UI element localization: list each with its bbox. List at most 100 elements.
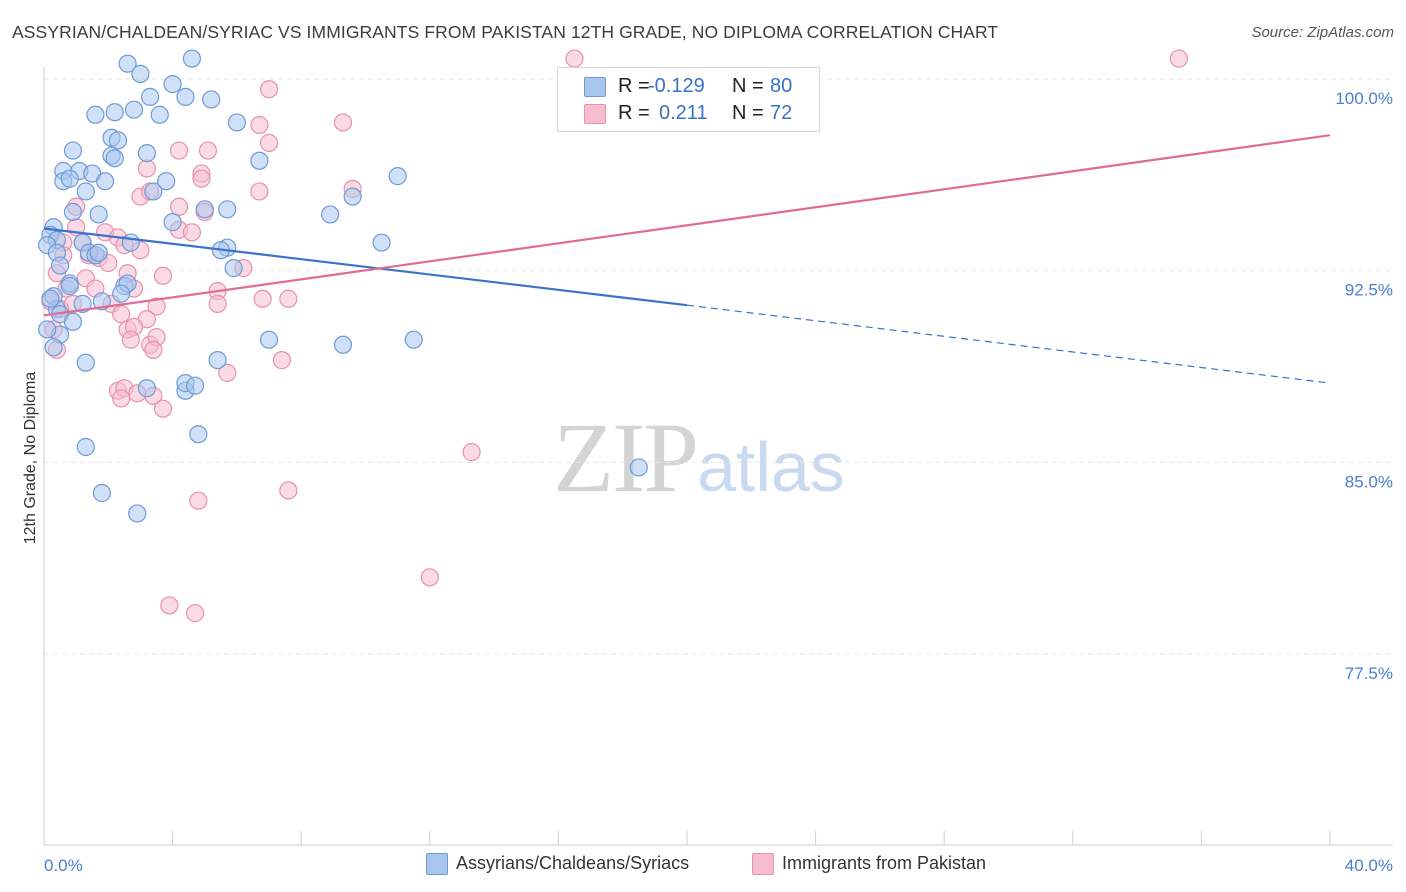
y-tick-label: 77.5% bbox=[1345, 664, 1393, 683]
y-tick-label: 100.0% bbox=[1335, 89, 1393, 108]
point-assyrian bbox=[131, 64, 150, 83]
point-assyrian bbox=[259, 330, 279, 349]
point-assyrian bbox=[63, 312, 83, 331]
point-assyrian bbox=[208, 351, 227, 370]
point-assyrian bbox=[124, 100, 144, 119]
point-assyrian bbox=[195, 200, 214, 219]
point-assyrian bbox=[189, 425, 208, 444]
point-assyrian bbox=[157, 172, 176, 191]
point-pakistan bbox=[192, 169, 211, 188]
point-assyrian bbox=[60, 276, 79, 296]
point-assyrian bbox=[108, 131, 128, 150]
point-assyrian bbox=[137, 144, 156, 163]
point-assyrian bbox=[63, 141, 83, 160]
legend-r-label: R = bbox=[618, 75, 650, 97]
point-pakistan bbox=[144, 340, 163, 359]
point-pakistan bbox=[250, 182, 269, 201]
point-assyrian bbox=[404, 330, 423, 349]
point-assyrian bbox=[41, 289, 60, 308]
legend-n-label: N = bbox=[732, 102, 764, 124]
point-assyrian bbox=[182, 49, 201, 68]
point-pakistan bbox=[333, 113, 353, 132]
point-assyrian bbox=[144, 182, 163, 201]
x-tick-label: 0.0% bbox=[44, 856, 83, 875]
legend-r-value: -0.129 bbox=[648, 75, 705, 97]
point-pakistan bbox=[137, 159, 156, 178]
point-assyrian bbox=[76, 353, 95, 372]
bottom-legend-swatch-series1 bbox=[426, 853, 448, 875]
trend-line-assyrian bbox=[43, 227, 688, 307]
point-assyrian bbox=[89, 205, 108, 224]
point-assyrian bbox=[176, 87, 195, 106]
point-assyrian bbox=[140, 87, 160, 106]
point-assyrian bbox=[321, 205, 340, 224]
point-assyrian bbox=[76, 182, 95, 201]
point-assyrian bbox=[38, 320, 57, 339]
bottom-legend-swatch-series2 bbox=[752, 853, 774, 875]
point-assyrian bbox=[86, 105, 105, 124]
watermark-atlas: atlas bbox=[697, 428, 845, 506]
point-pakistan bbox=[121, 330, 140, 349]
point-assyrian bbox=[60, 169, 79, 188]
point-pakistan bbox=[250, 115, 269, 135]
point-pakistan bbox=[112, 305, 131, 324]
point-pakistan bbox=[279, 481, 298, 500]
point-assyrian bbox=[372, 233, 391, 252]
legend-n-value: 72 bbox=[770, 102, 793, 124]
point-assyrian bbox=[76, 437, 95, 457]
point-assyrian bbox=[128, 504, 147, 523]
point-assyrian bbox=[105, 149, 124, 168]
point-assyrian bbox=[343, 187, 362, 206]
y-axis-label: 12th Grade, No Diploma bbox=[22, 372, 39, 545]
point-assyrian bbox=[629, 458, 648, 477]
point-pakistan bbox=[218, 363, 237, 382]
legend-n-label: N = bbox=[732, 75, 764, 97]
chart-title: ASSYRIAN/CHALDEAN/SYRIAC VS IMMIGRANTS F… bbox=[12, 22, 999, 42]
point-assyrian bbox=[89, 243, 108, 262]
point-pakistan bbox=[182, 223, 201, 242]
point-assyrian bbox=[250, 151, 269, 170]
point-assyrian bbox=[105, 103, 124, 122]
point-pakistan bbox=[259, 133, 279, 152]
axes bbox=[43, 67, 1393, 846]
bottom-legend-label-series1: Assyrians/Chaldeans/Syriacs bbox=[456, 853, 690, 873]
point-assyrian bbox=[73, 294, 92, 313]
x-tick-label: 40.0% bbox=[1345, 856, 1393, 875]
point-assyrian bbox=[112, 284, 131, 303]
point-pakistan bbox=[112, 389, 131, 408]
point-assyrian bbox=[218, 200, 237, 219]
point-pakistan bbox=[272, 351, 292, 370]
legend-r-label: R = bbox=[618, 102, 650, 124]
point-pakistan bbox=[186, 604, 205, 623]
axis-labels: 77.5% 85.0% 92.5% 100.0% 0.0% 40.0% 12th Grade… bbox=[22, 89, 1393, 875]
point-pakistan bbox=[420, 568, 439, 587]
point-pakistan bbox=[198, 141, 218, 160]
data-points bbox=[38, 49, 1188, 623]
point-assyrian bbox=[137, 379, 156, 398]
point-assyrian bbox=[202, 90, 221, 109]
trend-line-assyrian-extension bbox=[686, 304, 1331, 384]
point-pakistan bbox=[160, 596, 179, 615]
point-pakistan bbox=[565, 49, 584, 68]
point-assyrian bbox=[186, 376, 205, 395]
point-assyrian bbox=[63, 202, 83, 221]
point-assyrian bbox=[50, 256, 70, 275]
point-pakistan bbox=[279, 289, 298, 308]
legend-swatch-series1 bbox=[584, 77, 606, 97]
stats-legend: R = -0.129 N = 80 R = 0.211 N = 72 bbox=[557, 67, 820, 132]
legend-swatch-series2 bbox=[584, 104, 606, 124]
legend-n-value: 80 bbox=[770, 75, 793, 97]
point-assyrian bbox=[163, 213, 182, 232]
point-assyrian bbox=[163, 75, 182, 94]
point-pakistan bbox=[153, 266, 173, 285]
point-assyrian bbox=[95, 172, 115, 191]
point-assyrian bbox=[44, 338, 63, 357]
point-assyrian bbox=[388, 167, 407, 186]
trend-line-pakistan bbox=[43, 134, 1331, 317]
point-assyrian bbox=[150, 105, 169, 124]
point-pakistan bbox=[169, 141, 189, 160]
trend-lines bbox=[43, 134, 1331, 384]
y-tick-label: 85.0% bbox=[1345, 472, 1393, 491]
point-pakistan bbox=[1169, 49, 1188, 68]
point-assyrian bbox=[227, 113, 246, 132]
